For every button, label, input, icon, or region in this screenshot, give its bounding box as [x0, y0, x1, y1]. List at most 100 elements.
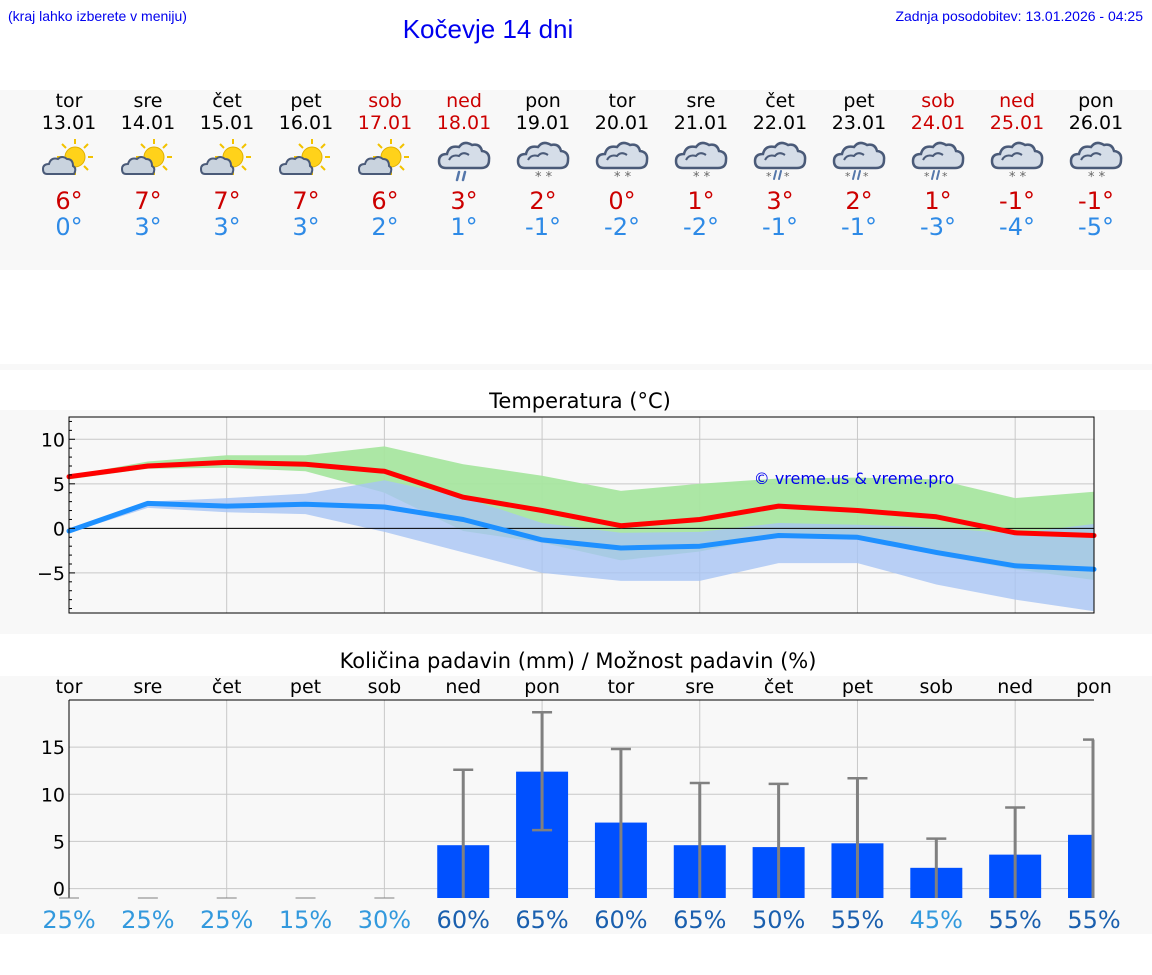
day-date: 13.01	[41, 112, 97, 134]
min-temp: -3°	[920, 213, 956, 241]
day-columns: tor 13.01 6° 0° sre 14.01 7° 3° čet 15.0…	[0, 90, 1152, 260]
min-temp: -1°	[762, 213, 798, 241]
precipitation-bar	[1068, 834, 1094, 898]
sleet-cloud-icon	[831, 138, 887, 182]
max-temp: 1°	[924, 187, 952, 215]
precipitation-day-label: pet	[290, 676, 321, 698]
day-date: 24.01	[910, 112, 966, 134]
day-name: ned	[999, 90, 1035, 112]
precipitation-day-label: ned	[445, 676, 481, 698]
precipitation-probability: 50%	[752, 906, 805, 934]
day-name: ned	[446, 90, 482, 112]
day-date: 22.01	[752, 112, 808, 134]
day-date: 14.01	[120, 112, 176, 134]
precipitation-day-label: čet	[212, 676, 242, 698]
precipitation-day-label: sob	[920, 676, 954, 698]
max-temp: 3°	[450, 187, 478, 215]
day-column: čet 15.01 7° 3°	[187, 90, 267, 240]
y-tick-label: 15	[41, 737, 65, 759]
y-tick-label: 5	[53, 474, 65, 496]
precipitation-day-label: čet	[764, 676, 794, 698]
precipitation-probability: 25%	[42, 906, 95, 934]
partly-sunny-icon	[199, 138, 255, 182]
y-tick-label: 10	[41, 784, 65, 806]
day-name: sob	[368, 90, 402, 112]
day-name: tor	[608, 90, 636, 112]
precipitation-probability: 60%	[437, 906, 490, 934]
day-date: 21.01	[673, 112, 729, 134]
day-date: 19.01	[515, 112, 571, 134]
precipitation-day-label: ned	[997, 676, 1033, 698]
day-date: 17.01	[357, 112, 413, 134]
precipitation-grid	[69, 700, 1094, 898]
precipitation-probability: 60%	[594, 906, 647, 934]
precipitation-probability: 55%	[1067, 906, 1120, 934]
precipitation-day-label: pon	[1076, 676, 1112, 698]
day-name: čet	[212, 90, 242, 112]
snow-cloud-icon	[594, 138, 650, 182]
precipitation-chart: Količina padavin (mm) / Možnost padavin …	[41, 649, 1121, 934]
location-hint: (kraj lahko izberete v meniju)	[8, 8, 187, 24]
day-name: tor	[55, 90, 83, 112]
min-temp: 2°	[371, 213, 399, 241]
precipitation-probabilities: 25% 25% 25% 15% 30% 60% 65% 60% 65% 50% 55% 45% 55% 5…	[42, 906, 1120, 934]
snow-cloud-icon	[515, 138, 571, 182]
partly-sunny-icon	[120, 138, 176, 182]
day-name: sre	[133, 90, 163, 112]
day-column: čet 22.01 3° -1°	[740, 90, 820, 240]
day-name: čet	[765, 90, 795, 112]
day-name: pon	[525, 90, 561, 112]
day-date: 26.01	[1068, 112, 1124, 134]
partly-sunny-icon	[41, 138, 97, 182]
min-temp: 3°	[292, 213, 320, 241]
day-column: tor 20.01 0° -2°	[582, 90, 662, 240]
rain-cloud-icon	[436, 138, 492, 182]
max-temp: 2°	[529, 187, 557, 215]
day-column: pon 19.01 2° -1°	[503, 90, 583, 240]
precipitation-day-label: tor	[56, 676, 83, 698]
day-column: ned 25.01 -1° -4°	[977, 90, 1057, 240]
min-temp: -1°	[841, 213, 877, 241]
precipitation-day-labels: tor sre čet pet sob ned pon tor sre čet pet sob ned p…	[56, 676, 1112, 698]
day-column: sob 17.01 6° 2°	[345, 90, 425, 240]
min-temp: -2°	[683, 213, 719, 241]
max-temp: 7°	[213, 187, 241, 215]
day-column: sre 21.01 1° -2°	[661, 90, 741, 240]
day-column: pet 16.01 7° 3°	[266, 90, 346, 240]
partly-sunny-icon	[357, 138, 413, 182]
max-temperature-line	[66, 459, 1097, 538]
day-name: pet	[843, 90, 875, 112]
daily-forecast-panel	[0, 90, 1152, 270]
day-column: sob 24.01 1° -3°	[898, 90, 978, 240]
last-updated: Zadnja posodobitev: 13.01.2026 - 04:25	[895, 8, 1143, 24]
separator-strip	[0, 364, 1152, 370]
watermark: © vreme.us & vreme.pro	[754, 469, 955, 488]
day-column: pon 26.01 -1° -5°	[1056, 90, 1136, 240]
y-tick-label: 10	[41, 429, 65, 451]
snow-cloud-icon	[1068, 138, 1124, 182]
min-temperature-line	[66, 500, 1097, 572]
y-tick-label: 0	[53, 518, 65, 540]
precipitation-probability: 45%	[910, 906, 963, 934]
max-range-band	[69, 446, 1094, 580]
temperature-chart-title: Temperatura (°C)	[488, 389, 671, 413]
min-temp: -4°	[999, 213, 1035, 241]
precipitation-probability: 65%	[515, 906, 568, 934]
temperature-y-axis: 10 5 0 −5	[37, 420, 75, 610]
max-temp: 7°	[292, 187, 320, 215]
max-temp: 0°	[608, 187, 636, 215]
temperature-plot-frame	[68, 416, 1095, 614]
precipitation-probability: 30%	[358, 906, 411, 934]
precipitation-day-label: sre	[685, 676, 714, 698]
max-temp: 3°	[766, 187, 794, 215]
max-temp: 2°	[845, 187, 873, 215]
min-temp: 0°	[55, 213, 83, 241]
page-title: Kočevje 14 dni	[402, 14, 574, 44]
day-name: sob	[921, 90, 955, 112]
day-name: sre	[686, 90, 716, 112]
max-temp: 1°	[687, 187, 715, 215]
day-column: pet 23.01 2° -1°	[819, 90, 899, 240]
min-temp: -5°	[1078, 213, 1114, 241]
day-column: sre 14.01 7° 3°	[108, 90, 188, 240]
precipitation-error-bars	[453, 711, 1095, 898]
